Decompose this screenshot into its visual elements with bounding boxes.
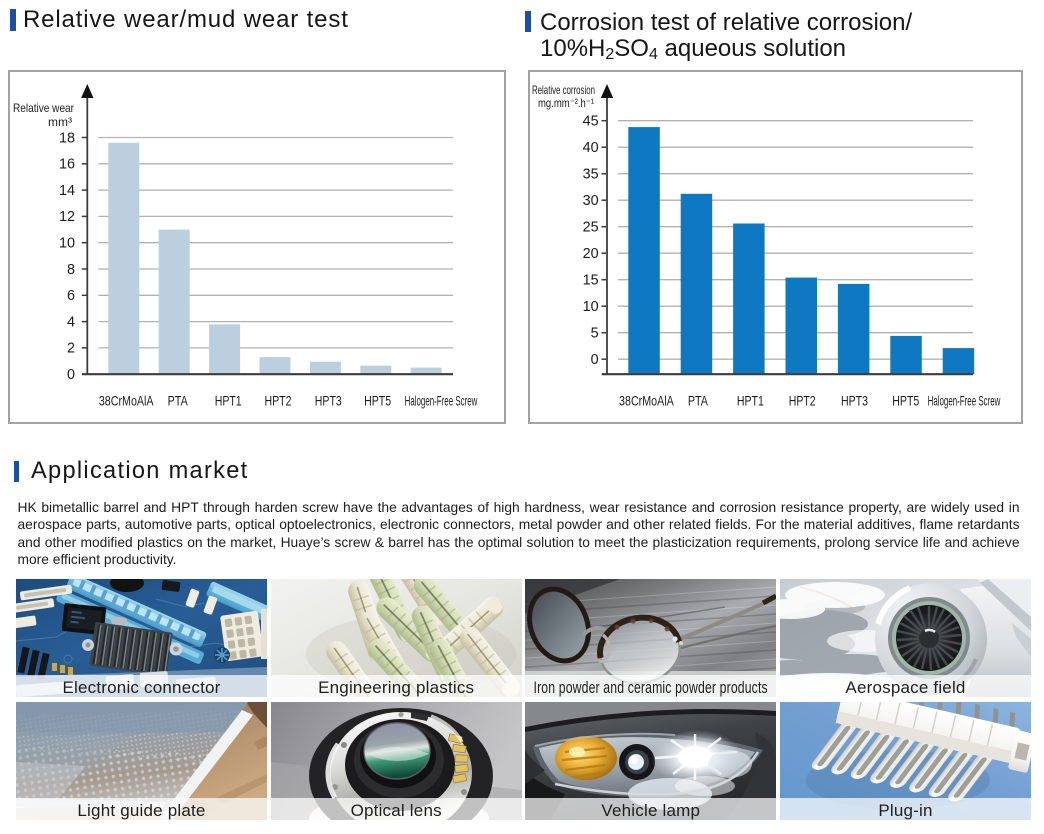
svg-text:20: 20	[583, 246, 599, 262]
svg-text:0: 0	[67, 367, 75, 383]
svg-text:HPT3: HPT3	[841, 392, 868, 408]
svg-text:12: 12	[59, 209, 75, 225]
svg-text:2: 2	[67, 340, 75, 356]
svg-text:6: 6	[67, 288, 75, 304]
svg-text:38CrMoAlA: 38CrMoAlA	[619, 392, 674, 408]
svg-text:Halogen-Free Screw: Halogen-Free Screw	[928, 392, 1001, 408]
svg-text:HPT2: HPT2	[265, 392, 292, 408]
svg-text:16: 16	[59, 156, 75, 172]
svg-text:0: 0	[591, 352, 599, 368]
svg-text:HPT3: HPT3	[315, 392, 342, 408]
svg-text:35: 35	[583, 166, 599, 182]
svg-text:45: 45	[583, 113, 599, 129]
svg-text:14: 14	[59, 182, 75, 198]
svg-text:40: 40	[583, 140, 599, 156]
svg-text:HPT2: HPT2	[789, 392, 816, 408]
svg-text:18: 18	[59, 130, 75, 146]
svg-text:4: 4	[67, 314, 75, 330]
svg-text:10: 10	[583, 299, 599, 315]
svg-text:38CrMoAlA: 38CrMoAlA	[99, 392, 154, 408]
svg-text:30: 30	[583, 193, 599, 209]
svg-text:5: 5	[591, 325, 599, 341]
svg-text:mm³: mm³	[48, 115, 72, 129]
svg-text:10: 10	[59, 235, 75, 251]
svg-text:PTA: PTA	[688, 392, 709, 408]
svg-text:Relative wear: Relative wear	[13, 101, 74, 115]
svg-text:Halogen-Free Screw: Halogen-Free Screw	[405, 392, 478, 408]
svg-text:15: 15	[583, 272, 599, 288]
svg-text:HPT5: HPT5	[892, 392, 919, 408]
svg-text:PTA: PTA	[168, 392, 189, 408]
svg-text:HPT1: HPT1	[737, 392, 764, 408]
svg-text:mg.mm⁻².h⁻¹: mg.mm⁻².h⁻¹	[538, 96, 594, 110]
svg-text:HPT1: HPT1	[215, 392, 242, 408]
svg-text:Relative corrosion: Relative corrosion	[532, 83, 595, 97]
svg-text:8: 8	[67, 261, 75, 277]
svg-text:25: 25	[583, 219, 599, 235]
svg-text:HPT5: HPT5	[364, 392, 391, 408]
